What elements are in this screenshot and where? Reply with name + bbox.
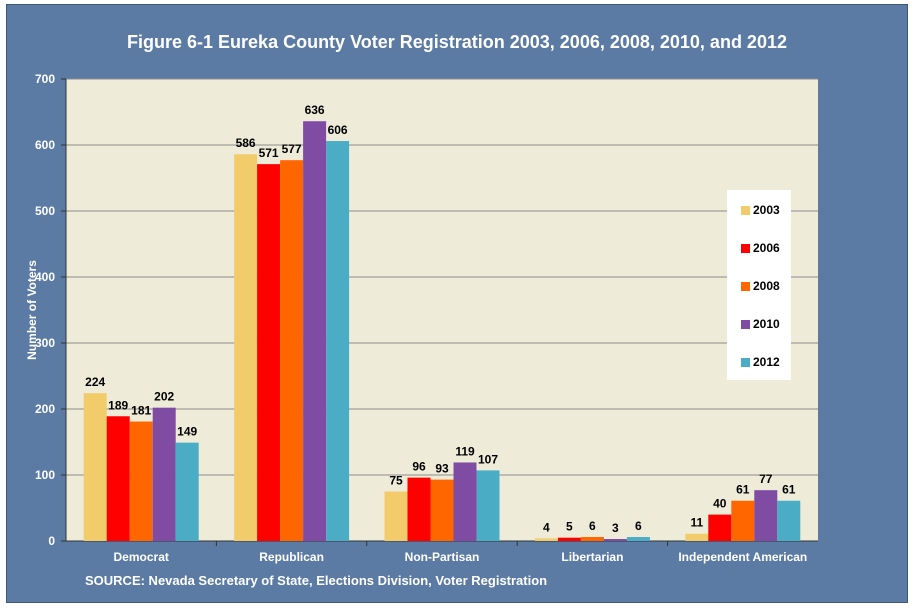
bar bbox=[731, 500, 755, 541]
x-tick-label: Democrat bbox=[114, 550, 169, 564]
y-tick-label: 100 bbox=[35, 468, 55, 482]
y-tick-label: 500 bbox=[35, 204, 55, 218]
bar bbox=[303, 121, 327, 542]
legend-label: 2012 bbox=[753, 355, 780, 369]
data-label: 40 bbox=[713, 497, 727, 511]
x-tick-label: Republican bbox=[259, 550, 324, 564]
data-label: 93 bbox=[435, 462, 449, 476]
data-label: 5 bbox=[566, 520, 573, 534]
x-tick-label: Independent American bbox=[678, 550, 807, 564]
legend-item: 2012 bbox=[741, 355, 780, 369]
y-tick-label: 700 bbox=[35, 72, 55, 86]
y-tick-label: 200 bbox=[35, 402, 55, 416]
data-label: 606 bbox=[328, 123, 348, 137]
bar bbox=[754, 490, 778, 541]
chart-title: Figure 6-1 Eureka County Voter Registrat… bbox=[127, 32, 787, 52]
y-tick-label: 600 bbox=[35, 138, 55, 152]
legend-label: 2010 bbox=[753, 317, 780, 331]
data-label: 6 bbox=[635, 519, 642, 533]
data-label: 61 bbox=[782, 483, 796, 497]
data-label: 119 bbox=[455, 444, 475, 458]
legend-item: 2003 bbox=[741, 203, 780, 217]
x-tick-label: Libertarian bbox=[561, 550, 623, 564]
bar bbox=[106, 416, 130, 541]
source-note: SOURCE: Nevada Secretary of State, Elect… bbox=[85, 573, 548, 588]
bar bbox=[257, 164, 281, 541]
data-label: 636 bbox=[305, 103, 325, 117]
y-tick-label: 0 bbox=[48, 534, 55, 548]
legend-item: 2008 bbox=[741, 279, 780, 293]
legend-swatch bbox=[741, 205, 750, 215]
bar bbox=[453, 462, 477, 541]
bar bbox=[603, 539, 627, 541]
bar bbox=[708, 514, 732, 541]
bar bbox=[407, 477, 431, 541]
bar bbox=[580, 537, 604, 541]
data-label: 224 bbox=[85, 375, 105, 389]
legend-swatch bbox=[741, 357, 750, 367]
data-label: 11 bbox=[690, 516, 703, 530]
data-label: 202 bbox=[154, 390, 174, 404]
data-label: 149 bbox=[177, 425, 197, 439]
data-label: 181 bbox=[131, 404, 151, 418]
bar bbox=[175, 442, 199, 541]
data-label: 571 bbox=[259, 146, 279, 160]
data-label: 96 bbox=[412, 460, 426, 474]
x-tick-label: Non-Partisan bbox=[405, 550, 480, 564]
legend-item: 2010 bbox=[741, 317, 780, 331]
bar bbox=[534, 538, 558, 541]
data-label: 4 bbox=[543, 520, 550, 534]
data-label: 61 bbox=[736, 483, 750, 497]
data-label: 3 bbox=[612, 521, 619, 535]
legend-swatch bbox=[741, 281, 750, 291]
bar bbox=[685, 533, 709, 541]
legend: 2003 2006 2008 2010 2012 bbox=[727, 190, 791, 380]
legend-swatch bbox=[741, 319, 750, 329]
y-tick-label: 400 bbox=[35, 270, 55, 284]
data-label: 75 bbox=[389, 474, 403, 488]
bar bbox=[280, 160, 304, 541]
legend-item: 2006 bbox=[741, 241, 780, 255]
data-label: 577 bbox=[282, 142, 302, 156]
legend-label: 2003 bbox=[753, 203, 780, 217]
legend-label: 2006 bbox=[753, 241, 780, 255]
data-label: 77 bbox=[759, 472, 773, 486]
bar bbox=[83, 393, 107, 541]
bar bbox=[152, 407, 176, 541]
bar bbox=[626, 537, 650, 541]
bar bbox=[777, 500, 801, 541]
legend-swatch bbox=[741, 243, 750, 253]
bar bbox=[476, 470, 500, 541]
legend-label: 2008 bbox=[753, 279, 780, 293]
data-label: 586 bbox=[236, 136, 256, 150]
bar bbox=[326, 141, 350, 542]
data-label: 107 bbox=[478, 452, 498, 466]
y-tick-label: 300 bbox=[35, 336, 55, 350]
data-label: 189 bbox=[108, 398, 128, 412]
bar bbox=[129, 421, 153, 541]
bar bbox=[234, 154, 258, 542]
bar bbox=[557, 537, 581, 541]
data-label: 6 bbox=[589, 519, 596, 533]
bar bbox=[430, 479, 454, 541]
bar bbox=[384, 491, 408, 541]
y-axis-label: Number of Voters bbox=[25, 260, 39, 360]
